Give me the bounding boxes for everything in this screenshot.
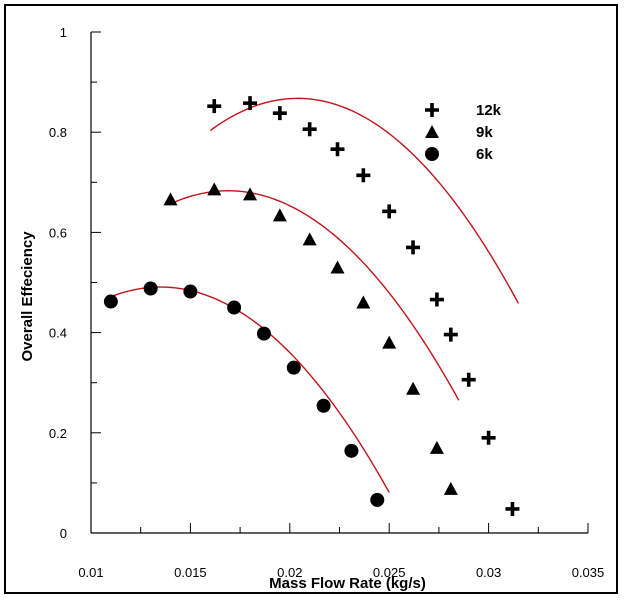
y-tick-label: 0.4: [49, 326, 67, 341]
data-point-12k: [302, 122, 317, 137]
data-point-12k: [330, 142, 345, 157]
data-point-12k: [272, 106, 287, 121]
data-point-6k: [103, 294, 118, 309]
y-axis-label: Overall Effeciency: [19, 231, 36, 362]
x-tick-label: 0.025: [373, 565, 406, 580]
data-point-9k: [302, 232, 317, 246]
data-point-12k: [481, 430, 496, 445]
x-axis-label: Mass Flow Rate (kg/s): [269, 575, 426, 592]
x-tick-label: 0.03: [476, 565, 501, 580]
data-point-12k: [207, 99, 222, 114]
fit-curves: [110, 97, 520, 493]
legend-label-6k: 6k: [476, 146, 493, 163]
data-point-9k: [429, 440, 444, 454]
data-point-6k: [256, 326, 271, 341]
data-point-12k: [443, 327, 458, 342]
legend-marker-9k: [425, 125, 439, 138]
data-point-9k: [207, 182, 222, 196]
legend-label-12k: 12k: [476, 102, 502, 119]
data-point-12k: [461, 372, 476, 387]
data-point-9k: [443, 481, 458, 495]
data-point-12k: [505, 501, 520, 516]
legend-label-9k: 9k: [476, 124, 493, 141]
data-point-6k: [143, 281, 158, 296]
y-tick-label: 1: [60, 25, 67, 40]
data-point-6k: [227, 300, 242, 315]
data-point-12k: [382, 204, 397, 219]
data-point-12k: [406, 240, 421, 255]
data-point-12k: [429, 292, 444, 307]
ticks: 0.01 0.015 0.02 0.025 0.03 0.035 0 0.2 0.4 0.6 0.8…: [49, 25, 604, 580]
data-point-6k: [316, 398, 331, 413]
data-point-6k: [370, 492, 385, 507]
data-markers: [103, 96, 520, 516]
legend-marker-6k: [425, 147, 439, 161]
data-point-6k: [344, 443, 359, 458]
y-tick-label: 0.6: [49, 225, 67, 240]
data-point-9k: [163, 192, 178, 206]
data-point-6k: [183, 284, 198, 299]
y-tick-label: 0: [60, 526, 67, 541]
legend-marker-12k: [425, 103, 439, 117]
y-tick-label: 0.8: [49, 125, 67, 140]
data-point-9k: [243, 187, 258, 201]
legend: 12k 9k 6k: [425, 102, 502, 163]
x-tick-label: 0.015: [174, 565, 207, 580]
data-point-9k: [330, 260, 345, 274]
x-tick-label: 0.035: [572, 565, 605, 580]
data-point-9k: [406, 381, 421, 395]
data-point-6k: [286, 360, 301, 375]
data-point-12k: [243, 96, 258, 111]
axes: [90, 32, 588, 534]
data-point-9k: [356, 295, 371, 309]
y-tick-label: 0.2: [49, 426, 67, 441]
x-tick-label: 0.01: [78, 565, 103, 580]
x-tick-label: 0.02: [277, 565, 302, 580]
data-point-12k: [356, 168, 371, 183]
data-point-9k: [382, 335, 397, 349]
fit-curve-9k: [170, 190, 460, 401]
fit-curve-12k: [209, 97, 520, 304]
data-point-9k: [272, 208, 287, 222]
fit-curve-6k: [110, 286, 390, 493]
